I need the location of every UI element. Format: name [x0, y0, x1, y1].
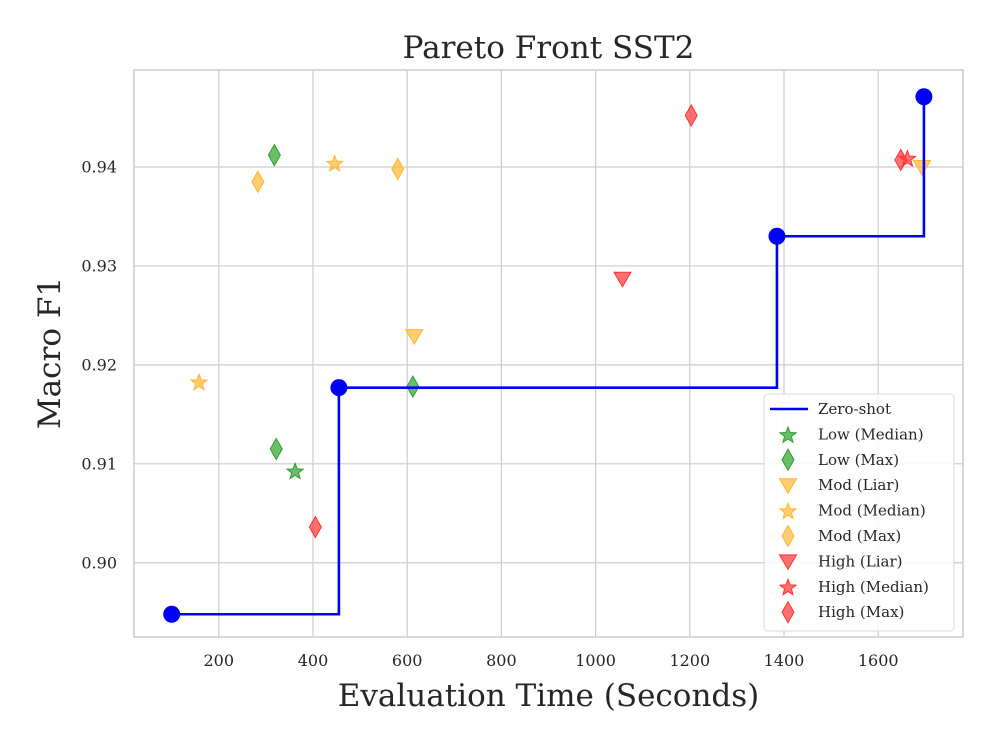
- x-tick-label: 400: [298, 651, 329, 670]
- legend-swatch-high-max: [781, 600, 795, 624]
- legend-swatch-high-median: [778, 577, 798, 596]
- legend-swatch-high-liar: [778, 554, 798, 571]
- zero-shot-line: [171, 96, 926, 616]
- legend-label-high-max: High (Max): [818, 603, 904, 621]
- x-tick-label: 200: [204, 651, 235, 670]
- point-low-median: [285, 461, 305, 480]
- legend-label-low-median: Low (Median): [818, 425, 924, 443]
- point-mod-max: [391, 157, 405, 181]
- x-tick-label: 800: [486, 651, 517, 670]
- zero-shot-point: [768, 227, 786, 245]
- point-mod-median: [189, 372, 209, 391]
- zero-shot-point: [163, 605, 181, 623]
- legend-swatch-mod-median: [778, 501, 798, 520]
- point-high-max: [894, 148, 908, 172]
- x-tick-label: 1000: [575, 651, 616, 670]
- point-high-max: [308, 515, 322, 539]
- y-axis-label: Macro F1: [32, 277, 68, 429]
- point-mod-max: [251, 170, 265, 194]
- legend-label-mod-liar: Mod (Liar): [818, 476, 899, 494]
- series-layer: [163, 88, 933, 623]
- y-tick-label: 0.92: [81, 355, 117, 374]
- legend-swatch-low-max: [781, 448, 795, 472]
- x-tick-label: 1600: [858, 651, 899, 670]
- legend-swatch-mod-max: [781, 524, 795, 548]
- legend-label-mod-median: Mod (Median): [818, 502, 926, 520]
- legend-label-high-median: High (Median): [818, 578, 929, 596]
- zero-shot-point: [330, 379, 348, 397]
- legend-label-mod-max: Mod (Max): [818, 527, 901, 545]
- point-mod-median: [325, 154, 345, 173]
- point-mod-liar: [912, 159, 932, 176]
- chart-title: Pareto Front SST2: [403, 30, 695, 66]
- zero-shot-point: [915, 88, 933, 106]
- x-tick-label: 600: [392, 651, 423, 670]
- point-mod-liar: [404, 329, 424, 346]
- x-tick-label: 1400: [764, 651, 805, 670]
- legend: Zero-shot Low (Median) Low (Max) Mod (Liar)…: [763, 393, 955, 632]
- legend-label-zero-shot: Zero-shot: [818, 400, 891, 418]
- x-tick-labels: 200 400 600 800 1000 1200 1400 1600: [204, 651, 899, 670]
- plot-frame: [133, 69, 964, 638]
- y-tick-label: 0.93: [81, 256, 117, 275]
- legend-swatch-mod-liar: [778, 478, 798, 495]
- y-tick-label: 0.90: [81, 553, 117, 572]
- point-high-max: [684, 104, 698, 128]
- legend-label-high-liar: High (Liar): [818, 552, 903, 570]
- point-low-max: [267, 143, 281, 167]
- point-low-max: [269, 437, 283, 461]
- legend-label-low-max: Low (Max): [818, 451, 899, 469]
- legend-box: [763, 393, 955, 632]
- y-tick-labels: 0.90 0.91 0.92 0.93 0.94: [81, 157, 117, 572]
- x-axis-label: Evaluation Time (Seconds): [338, 678, 760, 714]
- point-high-liar: [613, 271, 632, 288]
- legend-swatch-low-median: [778, 425, 798, 444]
- x-tick-label: 1200: [669, 651, 710, 670]
- y-tick-label: 0.94: [81, 157, 117, 176]
- y-tick-label: 0.91: [81, 454, 117, 473]
